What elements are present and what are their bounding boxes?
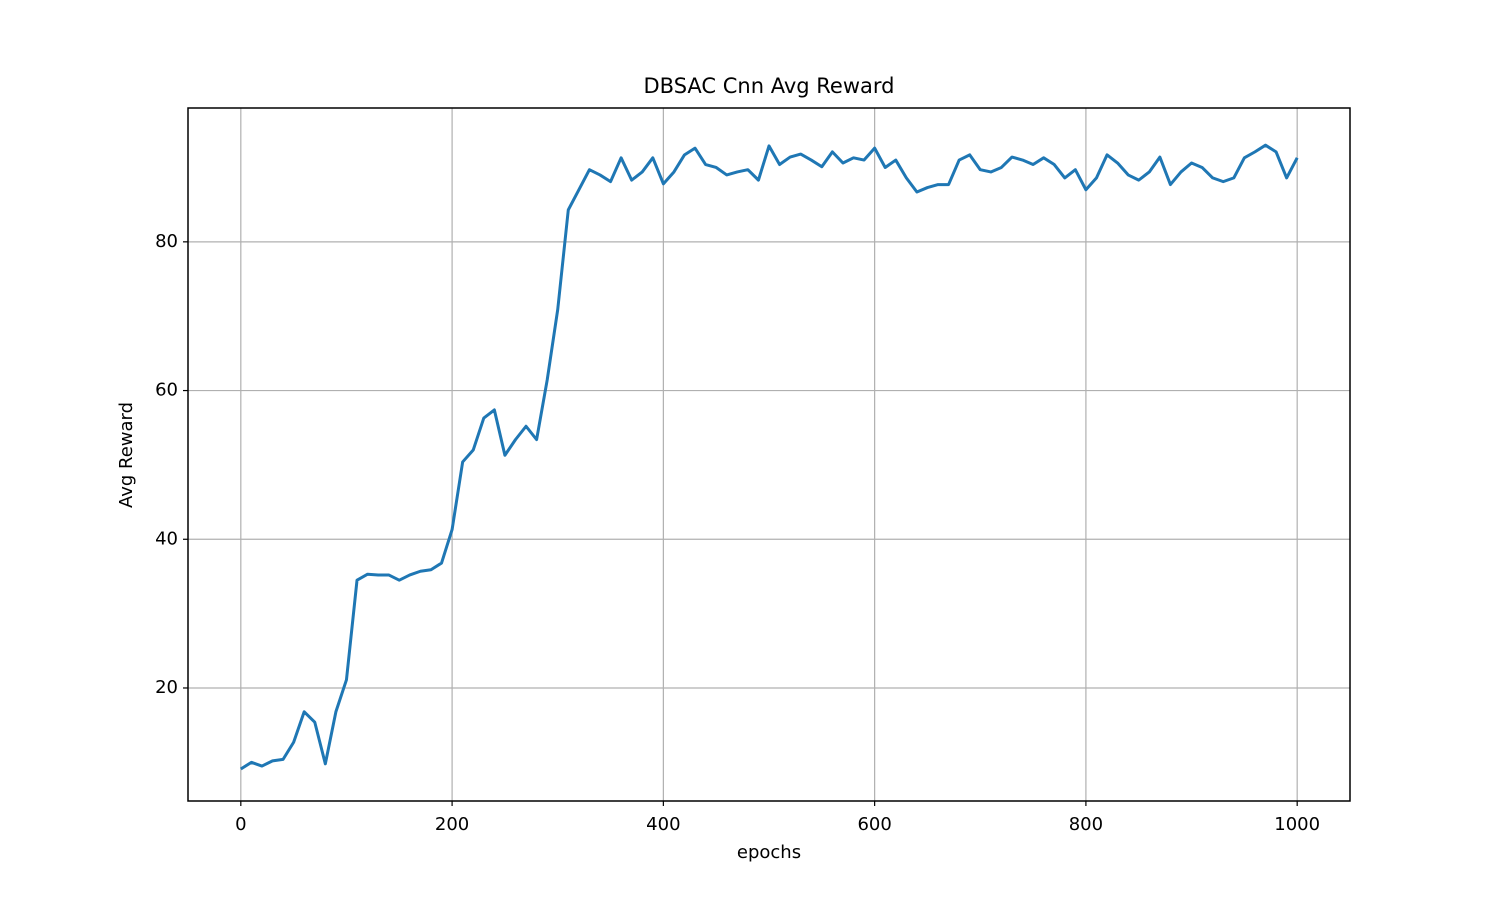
x-tick-label: 400 [646,814,680,835]
y-tick-label: 60 [155,380,178,401]
x-axis-label: epochs [737,842,801,863]
x-tick-label: 800 [1069,814,1103,835]
x-tick-label: 200 [435,814,469,835]
x-tick-label: 1000 [1274,814,1320,835]
x-tick-label: 0 [235,814,246,835]
y-tick-label: 20 [155,677,178,698]
chart-title: DBSAC Cnn Avg Reward [644,74,895,98]
y-tick-label: 80 [155,231,178,252]
y-tick-label: 40 [155,528,178,549]
plot-frame [187,107,1351,802]
x-tick-label: 600 [857,814,891,835]
y-axis-label: Avg Reward [116,402,137,508]
data-line [240,143,1299,771]
